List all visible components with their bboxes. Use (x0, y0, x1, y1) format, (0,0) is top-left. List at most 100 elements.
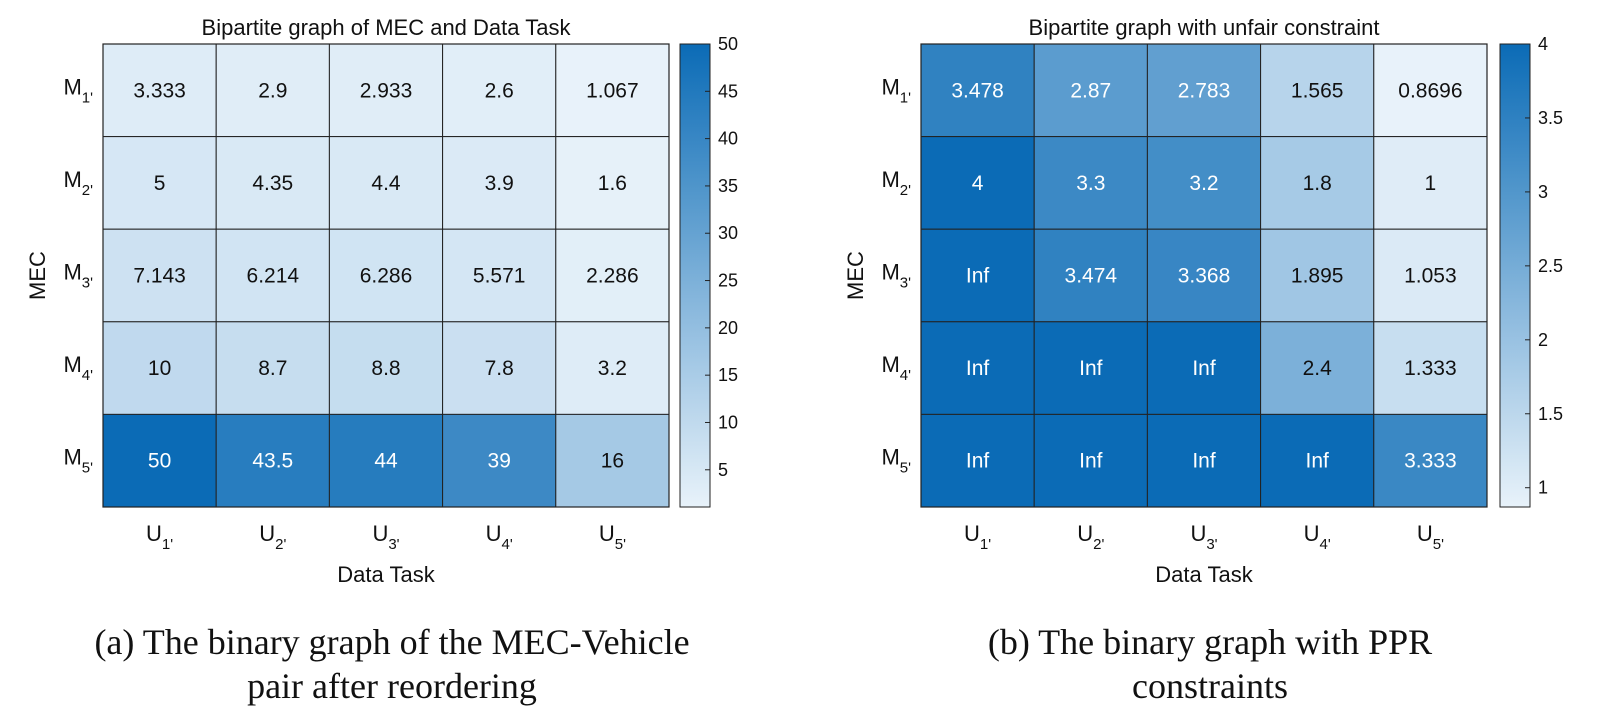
cell-value-label: Inf (966, 357, 990, 380)
heatmap-cell (215, 413, 330, 508)
cell-value-label: 1.067 (586, 79, 639, 102)
col-tick-label: U5' (599, 521, 626, 553)
colorbar-tick-label: 40 (718, 129, 738, 149)
cell-value-label: 0.8696 (1398, 79, 1462, 102)
heatmap-cell (1033, 321, 1148, 415)
row-tick-label: M3' (881, 260, 911, 292)
cell-value-label: 8.7 (258, 357, 287, 380)
colorbar-tick-label: 1.5 (1538, 404, 1563, 424)
colorbar-tick-label: 35 (718, 176, 738, 196)
cell-value-label: 1 (1425, 172, 1437, 195)
row-tick-label: M5' (63, 445, 93, 477)
col-tick-label: U4' (486, 521, 513, 553)
cell-value-label: 3.2 (598, 357, 627, 380)
colorbar-tick-label: 3.5 (1538, 108, 1563, 128)
col-tick-label: U4' (1304, 521, 1331, 553)
colorbar (1499, 43, 1531, 508)
caption-b: (b) The binary graph with PPR constraint… (860, 620, 1560, 708)
cell-value-label: 6.214 (247, 265, 300, 288)
cell-value-label: 1.6 (598, 172, 627, 195)
cell-value-label: 43.5 (252, 450, 293, 473)
col-tick-label: U1' (146, 521, 173, 553)
cell-value-label: Inf (966, 450, 990, 473)
heatmap-cell (102, 43, 217, 138)
heatmap-cell (1260, 413, 1375, 508)
colorbar-tick-label: 2 (1538, 330, 1548, 350)
cell-value-label: 3.474 (1065, 265, 1118, 288)
cell-value-label: 2.933 (360, 79, 413, 102)
cell-value-label: 7.8 (485, 357, 514, 380)
heatmap-cell (102, 413, 217, 508)
cell-value-label: 1.565 (1291, 79, 1344, 102)
cell-value-label: 3.3 (1076, 172, 1105, 195)
heatmap-cell (920, 413, 1035, 508)
colorbar-tick-label: 30 (718, 223, 738, 243)
heatmap-cell (1146, 136, 1262, 230)
heatmap-cell (1033, 43, 1148, 138)
heatmap-cell (1146, 228, 1262, 323)
heatmap-cell (102, 136, 217, 230)
y-axis-label: MEC (25, 251, 50, 300)
col-tick-label: U5' (1417, 521, 1444, 553)
heatmap-cell (1373, 228, 1488, 323)
row-tick-label: M2' (63, 167, 93, 199)
heatmap-0: Bipartite graph of MEC and Data Task 3.33… (25, 15, 738, 587)
plot-frame (102, 43, 670, 508)
row-tick-label: M2' (881, 167, 911, 199)
row-tick-label: M5' (881, 445, 911, 477)
col-tick-label: U1' (964, 521, 991, 553)
x-axis-label: Data Task (337, 562, 435, 587)
colorbar-tick-label: 4 (1538, 34, 1548, 54)
heatmap-cell (215, 321, 330, 415)
colorbar-tick-label: 50 (718, 34, 738, 54)
x-axis-label: Data Task (1155, 562, 1253, 587)
cell-value-label: 39 (488, 450, 511, 473)
heatmap-cell (1373, 321, 1488, 415)
row-tick-label: M1' (63, 74, 93, 106)
row-tick-label: M4' (881, 352, 911, 384)
colorbar-tick-label: 15 (718, 365, 738, 385)
cell-value-label: 2.783 (1178, 79, 1231, 102)
cell-value-label: 5 (154, 172, 166, 195)
cell-value-label: Inf (1192, 357, 1216, 380)
heatmap-cell (1146, 413, 1262, 508)
cell-value-label: 4.4 (371, 172, 401, 195)
cell-value-label: 50 (148, 450, 171, 473)
cell-value-label: Inf (1079, 450, 1103, 473)
cell-value-label: 1.333 (1404, 357, 1457, 380)
heatmap-cell (555, 321, 670, 415)
row-tick-label: M1' (881, 74, 911, 106)
heatmap-cell (555, 43, 670, 138)
heatmap-cell (442, 43, 557, 138)
row-tick-label: M3' (63, 260, 93, 292)
chart-title: Bipartite graph with unfair constraint (1029, 15, 1380, 40)
heatmap-cell (328, 413, 444, 508)
cell-value-label: 3.333 (1404, 450, 1457, 473)
colorbar-tick-label: 3 (1538, 182, 1548, 202)
cell-value-label: 1.895 (1291, 265, 1344, 288)
heatmap-cell (920, 321, 1035, 415)
cell-value-label: 10 (148, 357, 171, 380)
cell-value-label: 16 (601, 450, 624, 473)
caption-b-line-2: constraints (1132, 666, 1288, 706)
heatmap-1: Bipartite graph with unfair constraint 3.… (843, 15, 1563, 587)
cell-value-label: 3.333 (133, 79, 186, 102)
figure-canvas: Bipartite graph of MEC and Data Task3.33… (25, 15, 1563, 587)
heatmap-cell (442, 228, 557, 323)
cell-value-label: 2.87 (1070, 79, 1111, 102)
colorbar-tick-label: 1 (1538, 478, 1548, 498)
cell-value-label: 44 (374, 450, 398, 473)
cell-value-label: 6.286 (360, 265, 413, 288)
col-tick-label: U2' (259, 521, 286, 553)
cell-value-label: 2.286 (586, 265, 639, 288)
caption-a-line-2: pair after reordering (247, 666, 537, 706)
cell-value-label: 2.6 (485, 79, 514, 102)
heatmap-cell (920, 136, 1035, 230)
heatmap-cell (328, 228, 444, 323)
heatmap-cell (920, 228, 1035, 323)
cell-value-label: Inf (1192, 450, 1216, 473)
heatmap-cell (328, 321, 444, 415)
heatmap-cell (1260, 321, 1375, 415)
cell-value-label: 3.478 (951, 79, 1004, 102)
cell-value-label: 5.571 (473, 265, 526, 288)
